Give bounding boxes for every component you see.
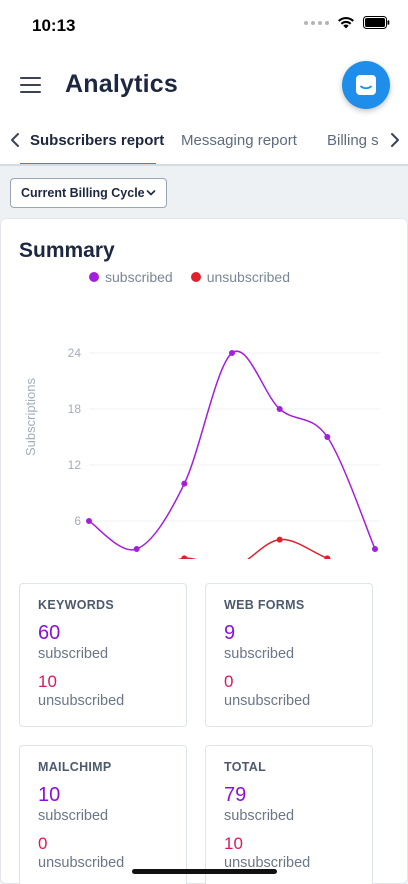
stat-title: KEYWORDS xyxy=(38,598,115,612)
stat-card-keywords: KEYWORDS 60 subscribed 10 unsubscribed xyxy=(19,583,187,727)
billing-cycle-dropdown[interactable]: Current Billing Cycle xyxy=(10,178,167,208)
stat-subscribed-label: subscribed xyxy=(224,808,295,824)
data-point-subscribed xyxy=(86,518,92,524)
legend-item-unsubscribed[interactable]: unsubscribed xyxy=(190,269,290,285)
y-tick-label: 6 xyxy=(74,514,81,528)
legend-item-subscribed[interactable]: subscribed xyxy=(89,269,173,285)
stat-title: WEB FORMS xyxy=(224,598,305,612)
report-tabs: Subscribers report Messaging report Bill… xyxy=(0,118,408,166)
chart-svg: 06121824Subscriptions2018-10-06 - 2018-1… xyxy=(23,346,390,602)
data-point-unsubscribed xyxy=(181,555,188,562)
stat-subscribed-label: subscribed xyxy=(38,808,109,824)
stat-subscribed-count: 9 xyxy=(224,622,236,644)
data-point-unsubscribed xyxy=(276,536,283,543)
wifi-icon xyxy=(338,16,354,29)
tab-messaging-report[interactable]: Messaging report xyxy=(181,132,297,149)
summary-title: Summary xyxy=(19,239,115,262)
stat-card-total: TOTAL 79 subscribed 10 unsubscribed xyxy=(205,745,373,884)
legend-label-subscribed: subscribed xyxy=(105,269,173,285)
cellular-signal-icon xyxy=(304,20,329,25)
series-line-subscribed xyxy=(88,350,376,551)
chart-legend: subscribed unsubscribed xyxy=(89,269,308,285)
data-point-subscribed xyxy=(229,350,235,356)
battery-icon xyxy=(363,16,390,29)
stat-subscribed-label: subscribed xyxy=(38,646,109,662)
status-icons xyxy=(304,16,390,29)
hamburger-menu-icon[interactable] xyxy=(20,77,41,93)
stat-subscribed-count: 79 xyxy=(224,784,247,806)
data-point-subscribed xyxy=(181,480,188,487)
chat-button[interactable] xyxy=(342,61,390,109)
stat-title: MAILCHIMP xyxy=(38,760,112,774)
stat-card-mailchimp: MAILCHIMP 10 subscribed 0 unsubscribed xyxy=(19,745,187,884)
stat-unsubscribed-count: 10 xyxy=(38,672,57,691)
y-tick-label: 18 xyxy=(68,402,82,416)
y-tick-label: 24 xyxy=(68,346,82,360)
tab-billing[interactable]: Billing s xyxy=(327,132,379,149)
stat-unsubscribed-count: 0 xyxy=(224,672,234,691)
data-point-subscribed xyxy=(133,546,140,552)
app-header: Analytics xyxy=(0,52,408,118)
stat-unsubscribed-label: unsubscribed xyxy=(224,855,311,871)
legend-dot-unsubscribed xyxy=(190,272,201,282)
chat-icon xyxy=(356,75,376,95)
stat-unsubscribed-label: unsubscribed xyxy=(224,693,311,709)
active-tab-indicator xyxy=(20,163,156,164)
data-point-subscribed xyxy=(324,434,331,440)
stat-subscribed-count: 10 xyxy=(38,784,61,806)
stat-unsubscribed-label: unsubscribed xyxy=(38,693,125,709)
home-indicator xyxy=(132,869,277,874)
legend-label-unsubscribed: unsubscribed xyxy=(206,269,290,285)
stat-unsubscribed-label: unsubscribed xyxy=(38,855,125,871)
stat-unsubscribed-count: 10 xyxy=(224,834,243,853)
chevron-down-icon xyxy=(146,190,156,196)
chevron-left-icon[interactable] xyxy=(8,130,22,150)
content-area: Current Billing Cycle Summary subscribed… xyxy=(0,166,408,884)
stat-subscribed-label: subscribed xyxy=(224,646,295,662)
stat-unsubscribed-count: 0 xyxy=(38,834,48,853)
stat-subscribed-count: 60 xyxy=(38,622,61,644)
page-title: Analytics xyxy=(65,70,178,98)
data-point-subscribed xyxy=(372,546,378,552)
chevron-right-icon[interactable] xyxy=(388,130,402,150)
status-time: 10:13 xyxy=(32,16,76,35)
data-point-subscribed xyxy=(276,406,283,412)
legend-dot-subscribed xyxy=(89,272,99,282)
subscriptions-chart: 06121824Subscriptions2018-10-06 - 2018-1… xyxy=(1,289,408,602)
summary-card: Summary subscribed unsubscribed 0 6 12 18 24… xyxy=(0,218,408,884)
stat-card-web-forms: WEB FORMS 9 subscribed 0 unsubscribed xyxy=(205,583,373,727)
y-tick-label: 12 xyxy=(68,458,82,472)
stat-title: TOTAL xyxy=(224,760,267,774)
tab-subscribers-report[interactable]: Subscribers report xyxy=(30,132,165,149)
billing-cycle-value: Current Billing Cycle xyxy=(21,186,145,200)
status-bar: 10:13 xyxy=(0,0,408,52)
y-axis-label: Subscriptions xyxy=(23,377,38,456)
data-point-unsubscribed xyxy=(324,555,331,562)
